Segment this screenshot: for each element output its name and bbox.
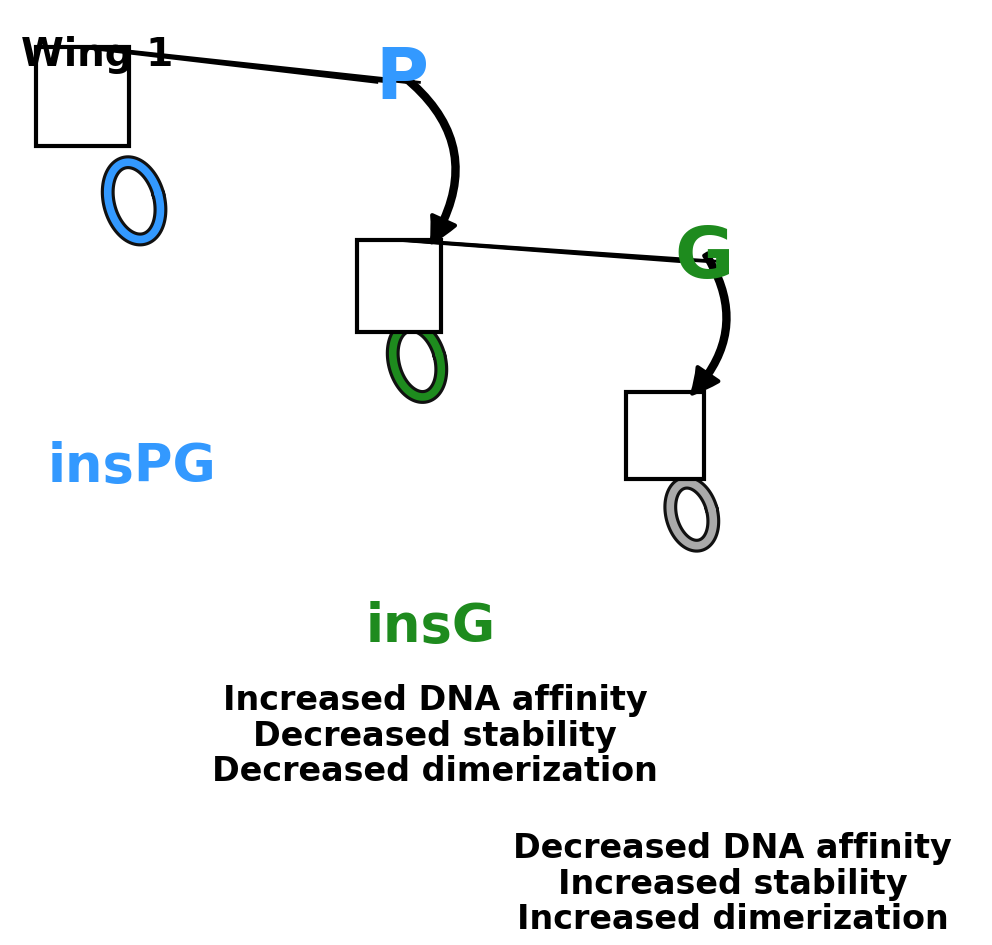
- Text: Wing 1: Wing 1: [21, 36, 173, 74]
- Text: Increased DNA affinity: Increased DNA affinity: [222, 683, 648, 716]
- Bar: [36, 47, 129, 146]
- Text: insG: insG: [365, 601, 495, 653]
- Text: insPG: insPG: [48, 440, 217, 492]
- Bar: [357, 240, 440, 333]
- Text: Increased stability: Increased stability: [558, 868, 908, 901]
- Text: Decreased stability: Decreased stability: [253, 719, 617, 752]
- Text: P: P: [375, 45, 429, 114]
- Text: G: G: [675, 224, 734, 293]
- FancyArrowPatch shape: [403, 76, 457, 243]
- FancyArrowPatch shape: [692, 254, 728, 394]
- Text: Decreased DNA affinity: Decreased DNA affinity: [514, 832, 952, 865]
- Text: Increased dimerization: Increased dimerization: [517, 903, 948, 936]
- Bar: [626, 392, 703, 479]
- Text: Decreased dimerization: Decreased dimerization: [212, 755, 658, 788]
